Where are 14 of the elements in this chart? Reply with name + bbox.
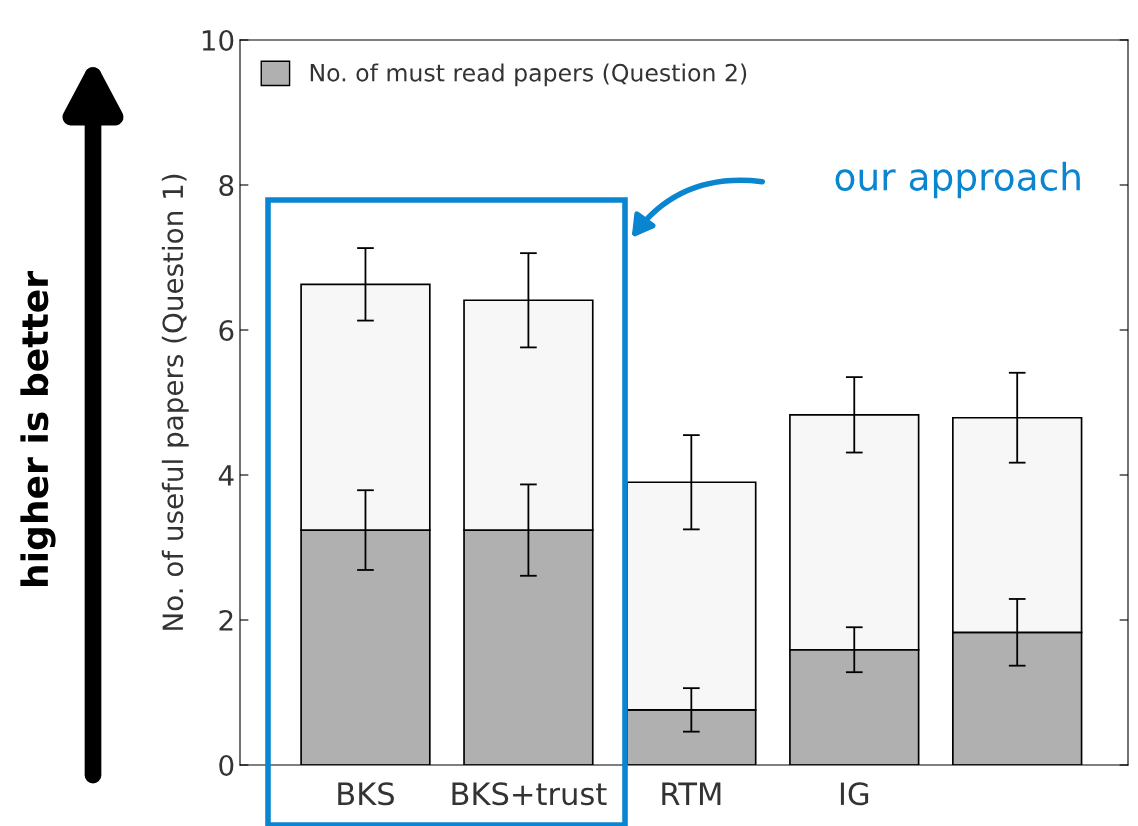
y-tick-label: 8 bbox=[219, 174, 234, 196]
y-tick-label: 6 bbox=[219, 319, 234, 341]
y-tick-label: 10 bbox=[202, 29, 234, 51]
annotation: our approach bbox=[835, 161, 1080, 199]
text: higher is better bbox=[20, 271, 56, 587]
x-tick-label: RTM bbox=[662, 782, 721, 805]
y-tick-label: 0 bbox=[219, 754, 234, 776]
y-axis-title: No. of useful papers (Question 1) bbox=[161, 174, 189, 630]
x-tick-label: BKS bbox=[338, 782, 394, 806]
y-tick-label: 4 bbox=[218, 465, 234, 486]
y-tick-label: 2 bbox=[219, 609, 233, 631]
legend-label: No. of must read papers (Question 2) bbox=[310, 63, 747, 87]
x-tick-label: BKS+trust bbox=[452, 782, 607, 806]
x-tick-label: IG bbox=[840, 782, 869, 806]
